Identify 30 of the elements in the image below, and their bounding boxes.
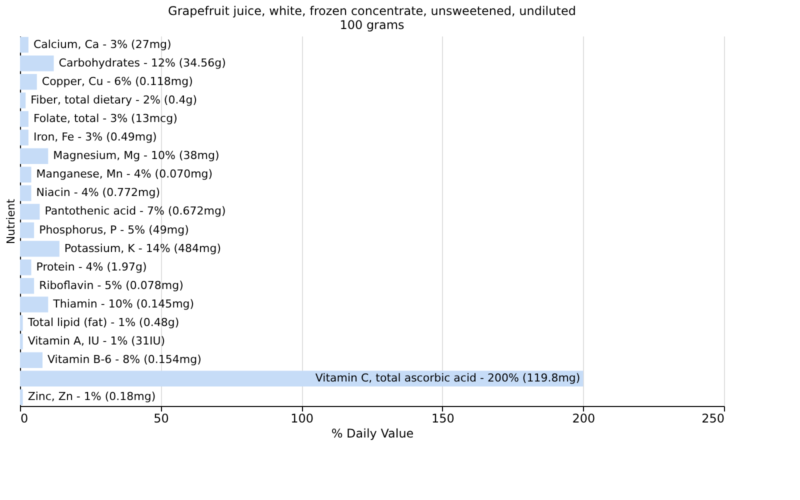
y-tick-label: Phosphorus, P - 5% (49mg) — [39, 223, 189, 236]
y-tick-label: Vitamin B-6 - 8% (0.154mg) — [48, 353, 202, 366]
y-tick-label: Pantothenic acid - 7% (0.672mg) — [44, 204, 226, 218]
x-tick-label: 200 — [572, 412, 596, 426]
y-tick-label: Carbohydrates - 12% (34.56g) — [58, 56, 226, 70]
y-tick-label: Zinc, Zn - 1% (0.18mg) — [28, 390, 156, 404]
x-tick-label: 100 — [290, 412, 314, 426]
y-tick-label: Folate, total - 3% (13mcg) — [33, 112, 178, 125]
y-tick-label: Copper, Cu - 6% (0.118mg) — [42, 74, 193, 88]
y-tick-label: Potassium, K - 14% (484mg) — [64, 242, 222, 255]
y-tick-label: Total lipid (fat) - 1% (0.48g) — [26, 316, 180, 330]
y-tick-label: Magnesium, Mg - 10% (38mg) — [53, 149, 220, 162]
y-tick-label: Vitamin C, total ascorbic acid - 200% (119.8mg) — [315, 372, 580, 385]
y-tick-label: Fiber, total dietary - 2% (0.4g) — [30, 93, 197, 106]
y-tick-label: Calcium, Ca - 3% (27mg) — [33, 38, 172, 51]
x-tick-label: 0 — [20, 412, 28, 426]
text: 100 grams — [340, 18, 404, 32]
y-tick-label: Manganese, Mn - 4% (0.070mg) — [36, 168, 213, 181]
y-tick-label: Niacin - 4% (0.772mg) — [36, 186, 160, 200]
x-tick-label: 250 — [702, 412, 724, 426]
x-tick-label: 50 — [154, 412, 169, 426]
x-axis-title: % Daily Value — [331, 426, 414, 440]
text: Grapefruit juice, white, frozen concentrate, unsweetened, undiluted — [168, 4, 576, 18]
y-tick-label: Thiamin - 10% (0.145mg) — [52, 297, 194, 310]
x-tick-label: 150 — [431, 412, 454, 426]
y-tick-label: Protein - 4% (1.97g) — [36, 260, 147, 274]
y-tick-label: Riboflavin - 5% (0.078mg) — [39, 278, 184, 292]
y-axis-title: Nutrient — [4, 198, 18, 244]
y-tick-label: Vitamin A, IU - 1% (31IU) — [28, 334, 166, 348]
y-tick-label: Iron, Fe - 3% (0.49mg) — [33, 130, 157, 144]
